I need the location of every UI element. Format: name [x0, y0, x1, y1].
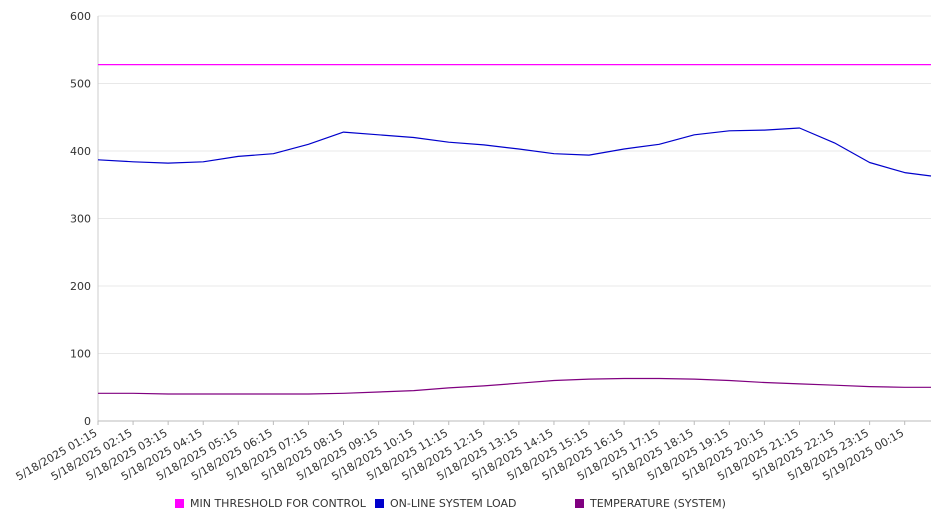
- series-line-on-line-system-load: [97, 127, 932, 177]
- legend-swatch-system-load: [375, 499, 384, 508]
- legend-label-min-threshold: MIN THRESHOLD FOR CONTROL: [190, 497, 366, 510]
- y-tick-label: 0: [84, 415, 91, 428]
- legend-label-system-load: ON-LINE SYSTEM LOAD: [390, 497, 517, 510]
- y-tick-label: 600: [70, 10, 91, 23]
- chart-legend: MIN THRESHOLD FOR CONTROL ON-LINE SYSTEM…: [0, 497, 946, 515]
- chart-series: [97, 63, 932, 395]
- y-tick-labels: 0 100 200 300 400 500 600: [70, 10, 91, 428]
- y-tick-label: 100: [70, 348, 91, 361]
- legend-swatch-temperature: [575, 499, 584, 508]
- series-line-temperature-system: [98, 377, 931, 395]
- y-tick-label: 200: [70, 280, 91, 293]
- x-tick-labels: 5/18/2025 01:155/18/2025 02:155/18/2025 …: [14, 426, 907, 483]
- legend-item-min-threshold[interactable]: MIN THRESHOLD FOR CONTROL: [175, 497, 366, 510]
- chart-grid: [98, 15, 931, 422]
- y-tick-label: 300: [70, 213, 91, 226]
- y-tick-label: 500: [70, 78, 91, 91]
- chart-axes: [97, 16, 931, 425]
- legend-item-system-load[interactable]: ON-LINE SYSTEM LOAD: [375, 497, 516, 510]
- legend-item-temperature[interactable]: TEMPERATURE (SYSTEM): [575, 497, 726, 510]
- y-tick-label: 400: [70, 145, 91, 158]
- legend-swatch-min-threshold: [175, 499, 184, 508]
- legend-label-temperature: TEMPERATURE (SYSTEM): [590, 497, 726, 510]
